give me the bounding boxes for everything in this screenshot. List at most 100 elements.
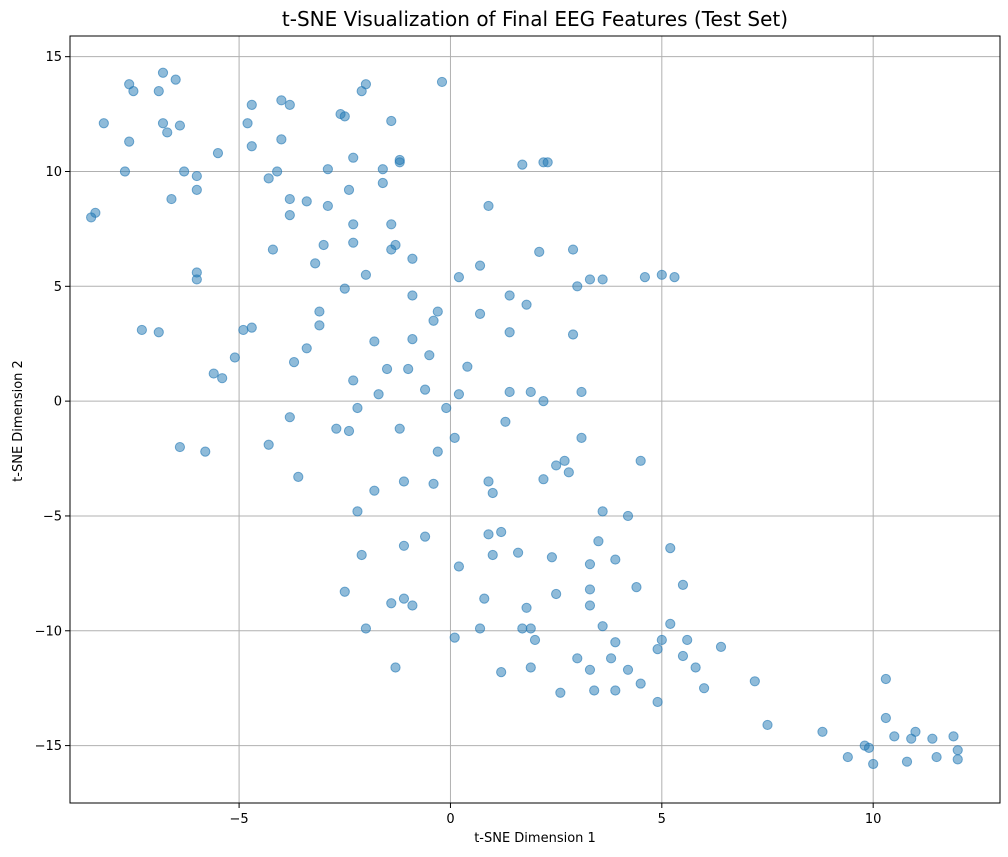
data-point xyxy=(817,726,828,737)
data-point xyxy=(339,111,350,122)
data-point xyxy=(610,637,621,648)
data-point xyxy=(474,260,486,271)
data-point xyxy=(428,315,439,326)
plot-frame xyxy=(69,35,1001,804)
data-point xyxy=(504,327,515,338)
data-point xyxy=(432,446,443,457)
data-point xyxy=(229,352,240,363)
data-point xyxy=(314,320,325,331)
data-point xyxy=(584,600,596,611)
data-point xyxy=(698,683,710,694)
data-point xyxy=(449,632,460,643)
data-point xyxy=(868,758,879,770)
data-point xyxy=(373,389,384,400)
data-point xyxy=(267,244,279,255)
data-point xyxy=(901,756,913,767)
data-point xyxy=(639,272,651,283)
data-point xyxy=(419,384,431,395)
data-point xyxy=(572,653,583,664)
data-point xyxy=(669,272,680,283)
x-axis-label: t-SNE Dimension 1 xyxy=(474,831,596,846)
data-point xyxy=(212,148,224,159)
data-point xyxy=(200,446,211,457)
data-point xyxy=(597,274,608,285)
data-point xyxy=(605,653,617,664)
data-point xyxy=(567,244,579,255)
data-point xyxy=(656,634,667,646)
x-tick-label: 0 xyxy=(446,812,454,827)
data-point xyxy=(525,386,536,398)
data-point xyxy=(449,432,460,443)
data-point xyxy=(352,506,363,517)
data-point xyxy=(677,650,689,662)
data-point xyxy=(356,549,367,561)
data-point xyxy=(589,685,600,696)
data-point xyxy=(157,118,169,129)
data-point xyxy=(622,510,634,522)
y-axis-label: t-SNE Dimension 2 xyxy=(11,360,26,482)
data-point xyxy=(500,416,511,427)
data-point xyxy=(453,389,465,400)
data-point xyxy=(284,412,295,423)
data-point xyxy=(301,343,312,354)
grid-lines xyxy=(70,36,1000,803)
data-point xyxy=(584,664,596,675)
data-point xyxy=(386,244,397,255)
x-tick-label: 5 xyxy=(658,812,666,827)
data-point xyxy=(682,634,693,646)
data-point xyxy=(98,118,109,129)
data-point xyxy=(567,329,579,340)
data-point xyxy=(263,173,274,184)
data-point xyxy=(610,685,621,696)
y-tick-label: −5 xyxy=(43,509,62,524)
x-tick-label: 10 xyxy=(865,812,882,827)
data-point xyxy=(398,476,410,487)
data-point xyxy=(162,127,173,138)
data-point xyxy=(635,455,646,466)
data-point xyxy=(128,86,139,97)
data-point xyxy=(284,210,295,221)
data-point xyxy=(529,634,541,646)
data-point xyxy=(483,529,494,540)
data-point xyxy=(301,196,312,207)
data-point xyxy=(462,361,473,372)
data-point xyxy=(343,425,355,437)
data-point xyxy=(153,86,164,97)
data-point xyxy=(690,662,701,673)
data-point xyxy=(432,306,443,317)
data-point xyxy=(276,95,287,106)
data-point xyxy=(407,290,418,301)
data-point xyxy=(284,193,295,205)
data-point xyxy=(246,322,257,333)
data-point xyxy=(665,618,676,629)
x-tick-label: −5 xyxy=(230,812,249,827)
data-point xyxy=(863,742,875,753)
data-point xyxy=(407,253,418,264)
data-point xyxy=(551,460,562,471)
data-point xyxy=(504,386,515,398)
data-point xyxy=(487,549,498,561)
data-point xyxy=(272,166,283,177)
data-point xyxy=(525,662,536,673)
data-point xyxy=(715,641,727,652)
data-point xyxy=(293,471,304,483)
data-point xyxy=(403,363,414,375)
data-point xyxy=(538,474,549,485)
y-tick-label: −10 xyxy=(35,624,62,639)
data-point xyxy=(551,588,562,600)
data-point xyxy=(842,751,853,763)
data-point xyxy=(339,586,350,597)
data-point xyxy=(217,373,228,384)
data-point xyxy=(407,600,418,611)
data-point xyxy=(534,246,545,257)
data-point xyxy=(952,745,963,756)
data-point xyxy=(310,258,321,269)
data-point xyxy=(927,733,938,744)
data-point xyxy=(631,582,642,593)
data-point xyxy=(322,200,333,212)
data-point xyxy=(453,561,465,572)
data-point xyxy=(191,274,202,285)
data-point xyxy=(318,239,329,251)
data-point xyxy=(504,290,515,301)
